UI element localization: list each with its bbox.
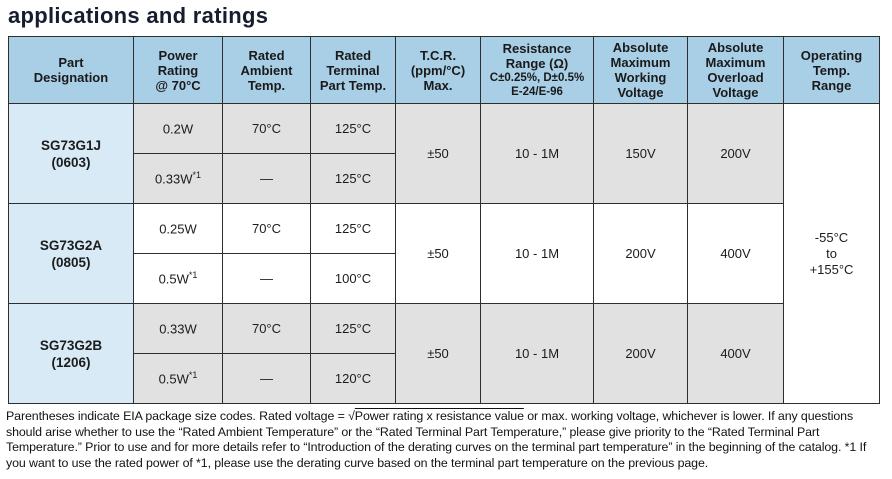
ratings-table: Part Designation Power Rating @ 70°C Rated A… (8, 36, 880, 404)
package-code: (0805) (51, 254, 91, 270)
table-row: 0.33W*1 — 125°C (9, 153, 880, 204)
sqrt-symbol: √ (348, 409, 355, 423)
power-rating-cell: 0.25W (133, 203, 223, 254)
terminal-temp-cell: 125°C (310, 303, 396, 354)
header-resistance-main: Resistance Range (Ω) (502, 41, 572, 71)
terminal-temp-cell: 100°C (310, 253, 396, 304)
sqrt-expression: Power rating x resistance value (354, 409, 524, 423)
header-rated-terminal-temp: Rated Terminal Part Temp. (310, 36, 396, 104)
footnote-marker: *1 (192, 170, 202, 181)
ambient-temp-cell: 70°C (222, 103, 311, 154)
terminal-temp-cell: 125°C (310, 203, 396, 254)
page-title: applications and ratings (8, 3, 269, 28)
footnote-marker: *1 (188, 370, 198, 381)
header-resistance-sub: C±0.25%, D±0.5% E-24/E-96 (489, 72, 585, 98)
header-max-overload-voltage: Absolute Maximum Overload Voltage (687, 36, 784, 104)
footnote-text-before: Parentheses indicate EIA package size co… (6, 409, 349, 423)
table-row: 0.5W*1 — 120°C (9, 353, 880, 404)
part-number: SG73G2A (39, 237, 103, 253)
power-rating-cell: 0.5W*1 (133, 353, 223, 404)
working-voltage-cell: 150V (593, 103, 688, 204)
header-tcr: T.C.R. (ppm/°C) Max. (395, 36, 481, 104)
footnote: Parentheses indicate EIA package size co… (6, 409, 886, 471)
footnote-text-after: or max. working voltage, whichever is lo… (6, 409, 867, 470)
ambient-temp-cell: 70°C (222, 203, 311, 254)
working-voltage-cell: 200V (593, 303, 688, 404)
part-cell: SG73G1J (0603) (8, 103, 134, 204)
tcr-cell: ±50 (395, 303, 481, 404)
resistance-range-cell: 10 - 1M (480, 103, 594, 204)
tcr-cell: ±50 (395, 203, 481, 304)
ambient-temp-cell: 70°C (222, 303, 311, 354)
overload-voltage-cell: 200V (687, 103, 784, 204)
table-row: SG73G2A (0805) 0.25W 70°C 125°C ±50 10 -… (8, 203, 880, 304)
table-row: SG73G2B (1206) 0.33W 70°C 125°C ±50 10 -… (8, 303, 880, 404)
package-code: (0603) (51, 154, 91, 170)
terminal-temp-cell: 120°C (310, 353, 396, 404)
part-number: SG73G1J (40, 137, 102, 153)
overload-voltage-cell: 400V (687, 203, 784, 304)
header-part-designation: Part Designation (8, 36, 134, 104)
overload-voltage-cell: 400V (687, 303, 784, 404)
part-cell: SG73G2B (1206) (8, 303, 134, 404)
header-rated-ambient-temp: Rated Ambient Temp. (222, 36, 311, 104)
header-max-working-voltage: Absolute Maximum Working Voltage (593, 36, 688, 104)
footnote-marker: *1 (188, 270, 198, 281)
package-code: (1206) (51, 354, 91, 370)
resistance-range-cell: 10 - 1M (480, 203, 594, 304)
header-operating-temp-range: Operating Temp. Range (783, 36, 880, 104)
header-resistance-range: Resistance Range (Ω) C±0.25%, D±0.5% E-24/… (480, 36, 594, 104)
power-rating-cell: 0.33W*1 (133, 153, 223, 204)
terminal-temp-cell: 125°C (310, 153, 396, 204)
table-row: SG73G1J (0603) 0.2W 70°C 125°C ±50 10 - … (8, 103, 880, 404)
terminal-temp-cell: 125°C (310, 103, 396, 154)
power-rating-cell: 0.5W*1 (133, 253, 223, 304)
ambient-temp-cell: — (222, 253, 311, 304)
resistance-range-cell: 10 - 1M (480, 303, 594, 404)
table-row: 0.5W*1 — 100°C (9, 253, 880, 304)
working-voltage-cell: 200V (593, 203, 688, 304)
ambient-temp-cell: — (222, 353, 311, 404)
table-header-row: Part Designation Power Rating @ 70°C Rated A… (8, 36, 880, 104)
tcr-cell: ±50 (395, 103, 481, 204)
operating-range-cell: -55°C to +155°C (783, 103, 880, 404)
ambient-temp-cell: — (222, 153, 311, 204)
part-cell: SG73G2A (0805) (8, 203, 134, 304)
power-rating-cell: 0.33W (133, 303, 223, 354)
header-power-rating: Power Rating @ 70°C (133, 36, 223, 104)
part-number: SG73G2B (39, 337, 103, 353)
power-rating-cell: 0.2W (133, 103, 223, 154)
